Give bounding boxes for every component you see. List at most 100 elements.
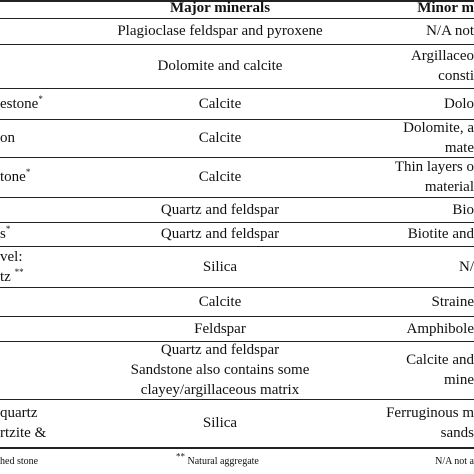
cell-text: mate [444,140,474,156]
table-cell: Dolomite and calcite [100,56,340,76]
footnote-mark: * [5,224,11,234]
table-rule [0,119,474,120]
cell-text: N/ [459,258,474,275]
footnote-text: Natural aggregate [185,456,259,467]
cell-text: quartz [0,405,38,421]
table-cell: s* [0,224,10,244]
table-rule [0,287,474,288]
cell-text: Amphibole [406,320,474,337]
table-cell: estone* [0,94,43,114]
cell-line: on [0,128,15,148]
cell-line: vel: [0,247,24,267]
table-cell: Dolo [444,94,474,114]
cell-text: Biotite and [407,226,474,242]
table-rule [0,0,474,2]
cell-text: N/A not [426,23,474,39]
footnote-mark: ** [176,451,185,462]
cell-text: Sandstone also contains some [130,362,310,378]
table-cell: Argillaceo consti [411,46,474,86]
cell-text: s [0,226,6,242]
cell-text: clayey/argillaceous matrix [140,382,300,398]
cell-text: Dolomite and calcite [157,58,283,74]
cell-text: Calcite [198,130,242,146]
footnote: ** Natural aggregate [176,451,259,469]
header-cell: Minor m [417,0,474,16]
table-rule [0,447,474,449]
table-cell: Feldspar [100,319,340,339]
table-cell: Biotite and [408,224,474,244]
footnote-mark: * [38,93,43,104]
cell-text: Calcite [198,293,242,310]
cell-line: rtzite & [0,423,46,443]
table-cell: Quartz and feldspar [100,200,340,220]
table-cell: Calcite [100,167,340,187]
cell-text: Quartz and feldspar [160,226,280,242]
footnote: hed stone [0,456,39,467]
header-cell: Major minerals [169,0,271,16]
cell-text: Quartz and feldspar [160,201,280,218]
footnote: N/A not a [435,456,474,467]
table-cell: tone* [0,167,30,187]
cell-text: Silica [202,415,238,431]
table-rule [0,222,474,223]
cell-text: Dolo [444,95,474,112]
table-cell: Silica [100,257,340,277]
cell-text: Dolomite, a [403,120,474,136]
cell-text: consti [438,68,474,84]
cell-text: tone [0,169,26,185]
cell-line: tone* [0,167,30,187]
cell-text: vel: [0,248,23,265]
table-rule [0,44,474,45]
table-cell: Calcite and mine [406,350,474,390]
table-cell: Calcite [100,94,340,114]
table-cell: Ferruginous m sands [386,403,474,443]
table-cell: Calcite [100,292,340,312]
table-rule [0,88,474,89]
cell-line: quartz [0,403,46,423]
footnote-mark: ** [14,266,24,277]
cell-text: Straine [431,293,474,310]
cell-text: material [424,179,474,195]
footnote-mark: * [25,167,31,177]
cell-text: Calcite [198,95,242,112]
table-cell: Silica [100,413,340,433]
table-rule [0,246,474,247]
table-cell: on [0,128,15,148]
cell-line: tz ** [0,267,24,287]
table-rule [0,18,474,19]
cell-text: Feldspar [194,320,246,337]
table-cell: Calcite [100,128,340,148]
table-cell: Amphibole [407,319,474,339]
table-cell: vel: tz ** [0,247,24,287]
cell-text: on [0,130,15,146]
table-rule [0,197,474,198]
cell-text: tz [0,268,15,285]
table-cell: N/A not [426,21,474,41]
cell-text: sands [440,425,474,441]
cell-text: Argillaceo [410,48,474,64]
table-cell: Quartz and feldspar [100,224,340,244]
table-cell: Bio [452,200,474,220]
table-rule [0,399,474,400]
cell-text: Ferruginous m [386,405,474,421]
cell-text: Plagioclase feldspar and pyroxene [117,23,323,39]
table-rule [0,341,474,342]
table-cell: Quartz and feldspar Sandstone also contai… [100,340,340,400]
table-cell: Dolomite, a mate [403,118,474,158]
cell-text: Bio [452,201,474,218]
table-rule [0,316,474,317]
cell-text: estone [0,95,39,112]
cell-text: mine [444,372,474,388]
cell-line: estone* [0,94,43,114]
cell-text: Silica [202,258,238,275]
cell-line: s* [0,224,10,244]
table-cell: quartz rtzite & [0,403,46,443]
cell-text: rtzite & [0,425,47,441]
cell-text: Quartz and feldspar [160,342,280,358]
cell-text: Calcite [198,169,242,185]
table-cell: Thin layers o material [395,157,474,197]
cell-text: Calcite and [406,352,474,368]
table-rule [0,157,474,158]
table-cell: Plagioclase feldspar and pyroxene [100,21,340,41]
